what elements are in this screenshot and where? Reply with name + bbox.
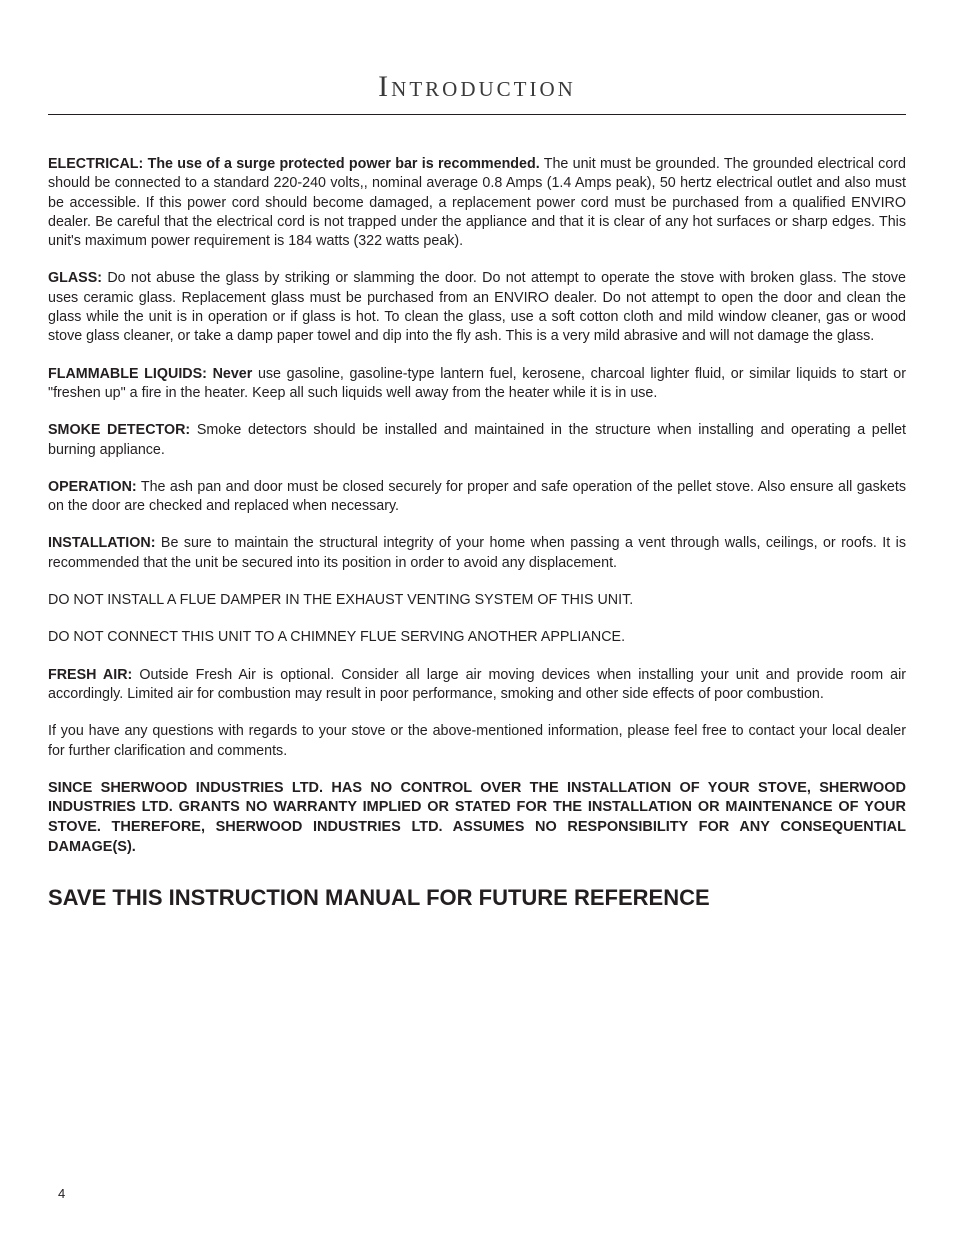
- body-installation: Be sure to maintain the structural integ…: [48, 535, 906, 570]
- section-chimney: DO NOT CONNECT THIS UNIT TO A CHIMNEY FL…: [48, 628, 906, 647]
- label-glass: GLASS:: [48, 270, 102, 286]
- section-flammable: FLAMMABLE LIQUIDS: Never use gasoline, g…: [48, 365, 906, 404]
- section-installation: INSTALLATION: Be sure to maintain the st…: [48, 534, 906, 573]
- title-rule: [48, 114, 906, 115]
- page-number: 4: [58, 1186, 65, 1201]
- label-operation: OPERATION:: [48, 479, 137, 495]
- section-smoke: SMOKE DETECTOR: Smoke detectors should b…: [48, 421, 906, 460]
- body-glass: Do not abuse the glass by striking or sl…: [48, 270, 906, 344]
- section-questions: If you have any questions with regards t…: [48, 722, 906, 761]
- save-instruction: SAVE THIS INSTRUCTION MANUAL FOR FUTURE …: [48, 885, 906, 911]
- body-freshair: Outside Fresh Air is optional. Consider …: [48, 667, 906, 702]
- section-electrical: ELECTRICAL: The use of a surge protected…: [48, 155, 906, 251]
- section-freshair: FRESH AIR: Outside Fresh Air is optional…: [48, 666, 906, 705]
- body-operation: The ash pan and door must be closed secu…: [48, 479, 906, 514]
- section-damper: DO NOT INSTALL A FLUE DAMPER IN THE EXHA…: [48, 591, 906, 610]
- warranty-disclaimer: SINCE SHERWOOD INDUSTRIES LTD. HAS NO CO…: [48, 779, 906, 857]
- label-installation: INSTALLATION:: [48, 535, 155, 551]
- page-title: Introduction: [48, 70, 906, 104]
- document-page: Introduction ELECTRICAL: The use of a su…: [0, 0, 954, 1235]
- section-glass: GLASS: Do not abuse the glass by strikin…: [48, 269, 906, 346]
- label-freshair: FRESH AIR:: [48, 667, 132, 683]
- label-smoke: SMOKE DETECTOR:: [48, 422, 190, 438]
- label-flammable: FLAMMABLE LIQUIDS: Never: [48, 366, 252, 382]
- label-electrical: ELECTRICAL: The use of a surge protected…: [48, 156, 540, 172]
- section-operation: OPERATION: The ash pan and door must be …: [48, 478, 906, 517]
